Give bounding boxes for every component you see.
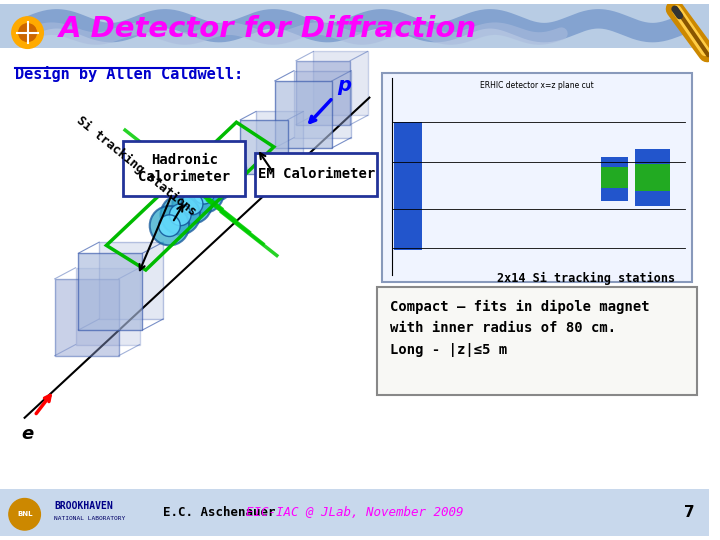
FancyBboxPatch shape bbox=[635, 164, 670, 191]
Circle shape bbox=[158, 215, 180, 237]
Polygon shape bbox=[240, 120, 287, 174]
Text: p: p bbox=[337, 76, 351, 94]
Circle shape bbox=[161, 195, 200, 234]
Circle shape bbox=[181, 193, 203, 215]
Polygon shape bbox=[296, 60, 350, 125]
Polygon shape bbox=[275, 81, 332, 148]
Polygon shape bbox=[99, 242, 163, 319]
FancyBboxPatch shape bbox=[0, 49, 709, 491]
Circle shape bbox=[207, 150, 246, 189]
FancyBboxPatch shape bbox=[601, 166, 629, 188]
FancyBboxPatch shape bbox=[255, 153, 377, 196]
FancyBboxPatch shape bbox=[635, 149, 670, 206]
Text: Si tracking stations: Si tracking stations bbox=[73, 114, 198, 219]
Text: E.C. Aschenauer: E.C. Aschenauer bbox=[163, 506, 275, 519]
Text: BROOKHAVEN: BROOKHAVEN bbox=[54, 502, 113, 511]
FancyBboxPatch shape bbox=[377, 287, 698, 395]
Polygon shape bbox=[55, 279, 119, 356]
FancyBboxPatch shape bbox=[0, 4, 709, 49]
Circle shape bbox=[216, 159, 238, 180]
Text: Design by Allen Caldwell:: Design by Allen Caldwell: bbox=[15, 66, 243, 82]
Text: 7: 7 bbox=[684, 505, 695, 520]
Text: BNL: BNL bbox=[17, 511, 32, 517]
Text: ERHIC detector x=z plane cut: ERHIC detector x=z plane cut bbox=[480, 81, 594, 90]
Circle shape bbox=[172, 184, 212, 224]
FancyBboxPatch shape bbox=[601, 157, 629, 201]
FancyBboxPatch shape bbox=[123, 141, 246, 196]
FancyBboxPatch shape bbox=[382, 73, 693, 282]
Circle shape bbox=[195, 161, 235, 201]
Circle shape bbox=[150, 206, 189, 245]
Polygon shape bbox=[78, 253, 143, 330]
Circle shape bbox=[193, 183, 215, 204]
Circle shape bbox=[12, 17, 43, 49]
Text: e: e bbox=[22, 424, 34, 443]
Text: A Detector for Diffraction: A Detector for Diffraction bbox=[59, 15, 477, 43]
Circle shape bbox=[9, 498, 40, 530]
FancyBboxPatch shape bbox=[0, 489, 709, 536]
Circle shape bbox=[19, 24, 37, 42]
Polygon shape bbox=[256, 111, 303, 166]
Text: 2x14 Si tracking stations: 2x14 Si tracking stations bbox=[498, 272, 675, 285]
Polygon shape bbox=[313, 51, 368, 116]
FancyBboxPatch shape bbox=[394, 122, 422, 251]
Circle shape bbox=[204, 171, 225, 192]
Polygon shape bbox=[76, 268, 140, 345]
Text: NATIONAL LABORATORY: NATIONAL LABORATORY bbox=[54, 516, 125, 521]
Circle shape bbox=[169, 204, 191, 226]
Circle shape bbox=[184, 173, 224, 213]
Text: Hadronic
Calorimeter: Hadronic Calorimeter bbox=[138, 153, 230, 184]
Text: EM Calorimeter: EM Calorimeter bbox=[258, 167, 375, 181]
Polygon shape bbox=[294, 71, 351, 138]
Text: Compact – fits in dipole magnet
with inner radius of 80 cm.
Long - |z|≤5 m: Compact – fits in dipole magnet with inn… bbox=[390, 300, 649, 357]
Text: EIC-IAC @ JLab, November 2009: EIC-IAC @ JLab, November 2009 bbox=[246, 506, 464, 519]
FancyBboxPatch shape bbox=[0, 489, 709, 536]
